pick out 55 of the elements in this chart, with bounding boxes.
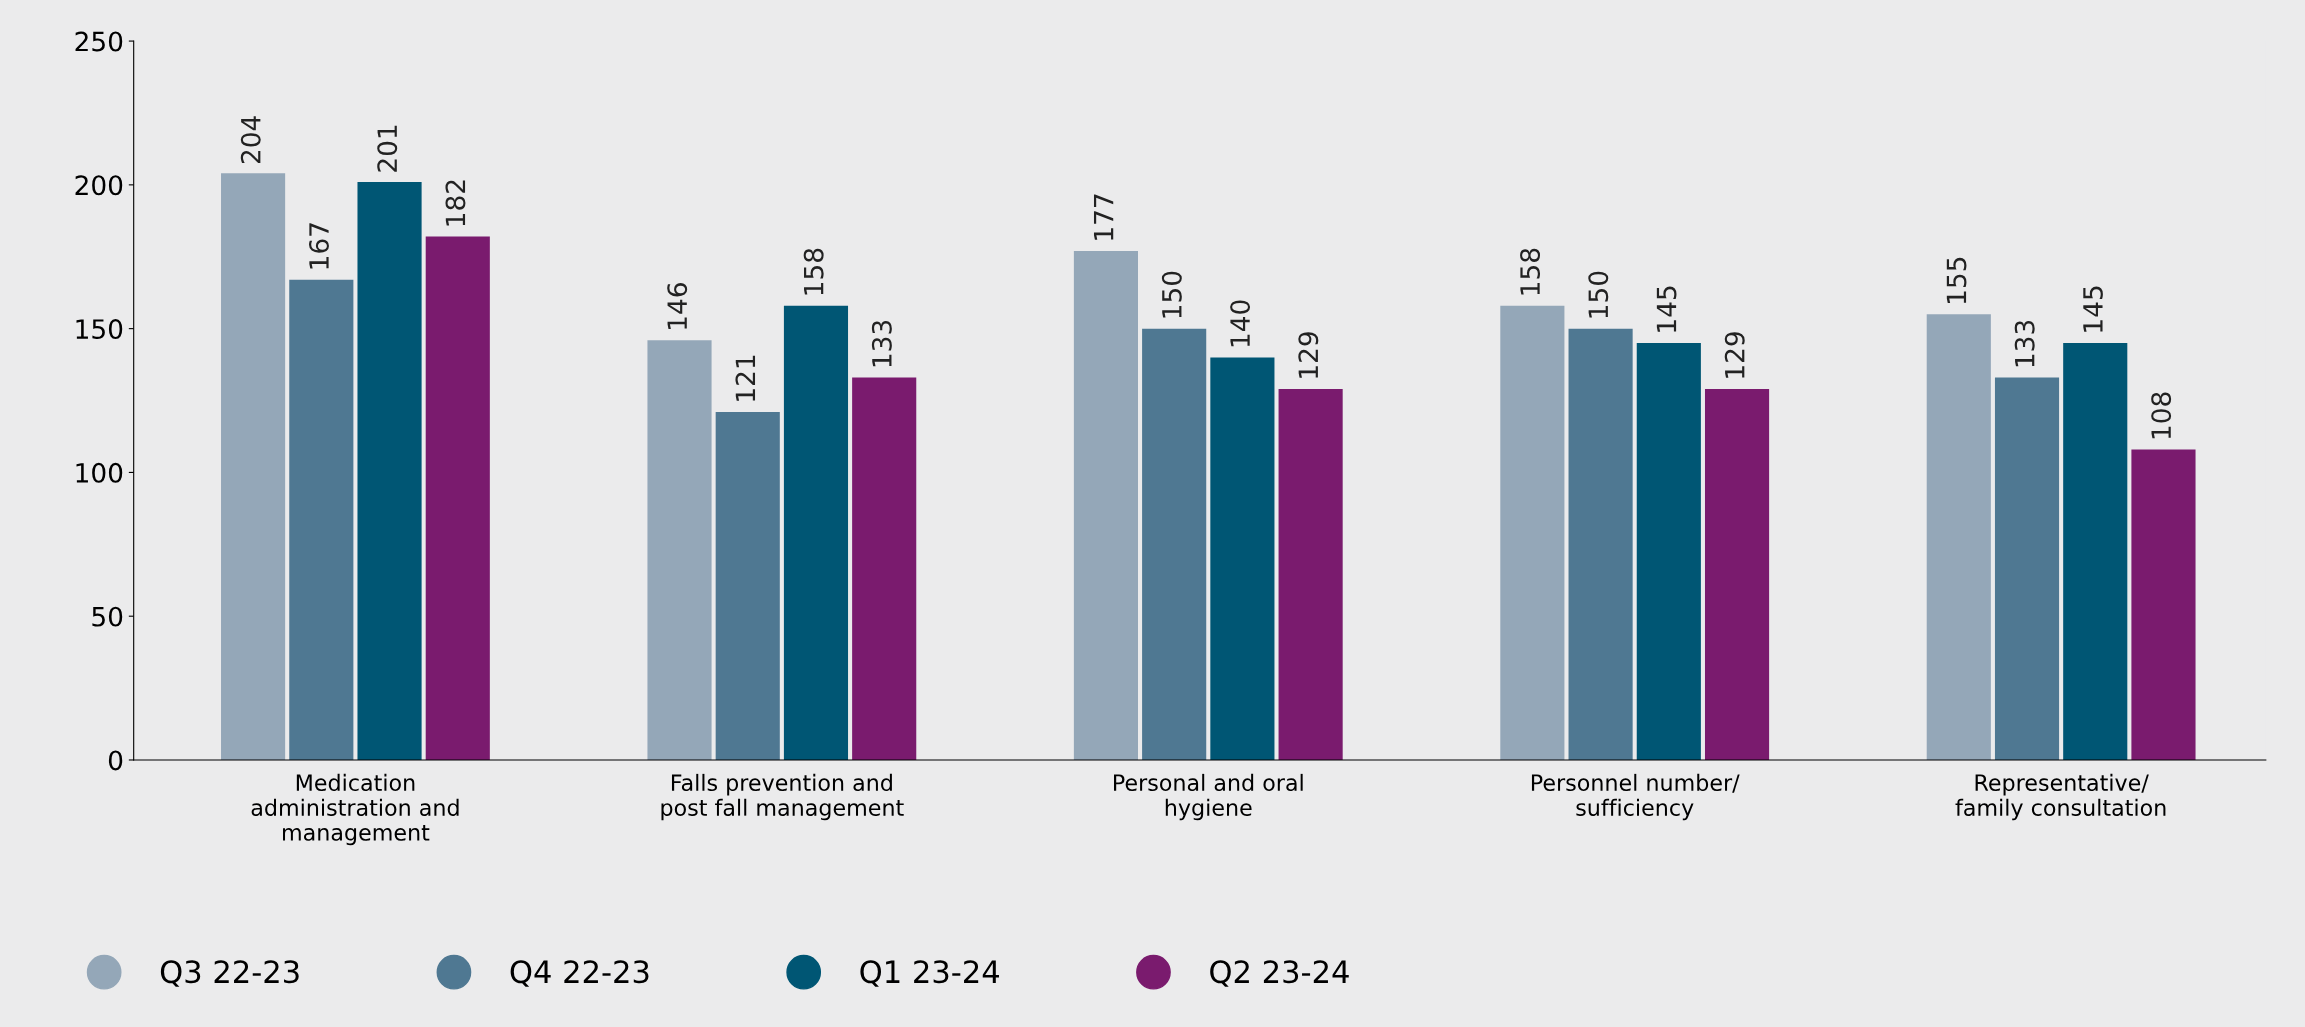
x-tick-label: Personnel number/ sufficiency xyxy=(1531,773,1740,821)
data-label: 158 xyxy=(1520,248,1541,295)
y-tick-label: 0 xyxy=(108,750,123,771)
bar xyxy=(425,236,490,760)
data-label: 133 xyxy=(2014,320,2035,367)
bar xyxy=(2063,343,2128,760)
legend-label: Q4 22-23 xyxy=(510,960,649,987)
data-label: 158 xyxy=(803,248,824,295)
bar xyxy=(2131,449,2196,760)
bar xyxy=(1073,251,1139,760)
legend-label: Q1 23-24 xyxy=(860,960,999,987)
data-label: 146 xyxy=(667,283,688,329)
data-label: 108 xyxy=(2151,392,2172,439)
data-label: 121 xyxy=(735,355,756,401)
data-label: 201 xyxy=(377,125,398,172)
legend-label: Q2 23-24 xyxy=(1210,960,1349,987)
bar xyxy=(221,173,286,760)
bar xyxy=(647,340,712,760)
bar xyxy=(1210,357,1275,760)
x-tick-label: Representative/ family consultation xyxy=(1955,773,2166,821)
data-label: 145 xyxy=(1656,286,1677,332)
bar xyxy=(357,181,422,760)
bar xyxy=(852,377,917,760)
data-label: 204 xyxy=(240,116,261,164)
data-label: 140 xyxy=(1230,300,1251,347)
x-tick-label: Falls prevention and post fall management xyxy=(661,773,904,821)
bar xyxy=(1568,328,1633,760)
data-label: 177 xyxy=(1093,194,1114,240)
y-tick-label: 100 xyxy=(76,462,123,483)
y-tick-label: 200 xyxy=(75,175,123,196)
y-tick-label: 250 xyxy=(75,31,123,52)
data-label: 155 xyxy=(1946,257,1967,304)
data-label: 129 xyxy=(1724,332,1745,378)
y-tick-label: 50 xyxy=(92,606,123,627)
data-label: 133 xyxy=(871,320,892,367)
bar xyxy=(1994,377,2060,760)
bar xyxy=(1500,305,1565,760)
data-label: 150 xyxy=(1161,271,1182,318)
data-label: 167 xyxy=(309,223,329,269)
bar xyxy=(1926,314,1991,760)
bar xyxy=(783,305,849,760)
data-label: 182 xyxy=(445,180,466,226)
bar xyxy=(289,279,354,760)
bar xyxy=(715,412,780,760)
legend-label: Q3 22-23 xyxy=(160,960,299,987)
x-tick-label: Medication administration and management xyxy=(251,773,459,846)
bar xyxy=(1636,343,1701,760)
data-label: 145 xyxy=(2083,286,2103,332)
data-label: 150 xyxy=(1588,271,1609,318)
bar xyxy=(1142,328,1207,760)
y-tick-label: 150 xyxy=(76,319,123,340)
data-label: 129 xyxy=(1298,332,1319,378)
bar xyxy=(1704,389,1770,760)
bar xyxy=(1278,389,1343,760)
x-tick-label: Personal and oral hygiene xyxy=(1114,773,1303,821)
